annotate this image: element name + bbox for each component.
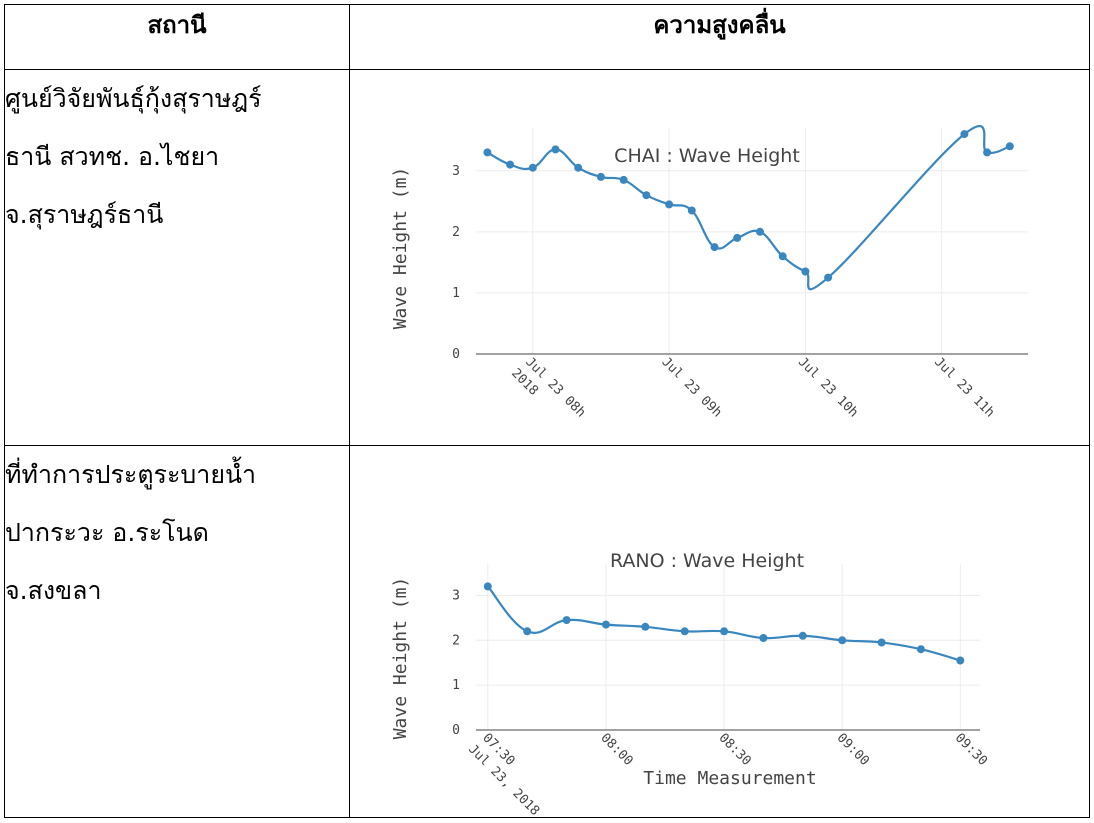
data-point [619,175,628,184]
x-tick-label: 08:30 [716,731,754,769]
y-tick-label: 1 [452,678,460,693]
station-name-line: ปากระวะ อ.ระโนด [5,518,209,547]
station-row: ศูนย์วิจัยพันธุ์กุ้งสุราษฎร์ ธานี สวทช. … [4,69,1090,446]
station-name-line: ศูนย์วิจัยพันธุ์กุ้งสุราษฎร์ [5,84,262,113]
y-tick-label: 2 [452,633,460,648]
data-point [1005,142,1014,151]
y-tick-label: 3 [452,588,460,603]
y-tick-label: 0 [452,347,460,362]
x-tick-text: Jul 23 09h [659,355,725,421]
chart-title: RANO : Wave Height [610,550,804,572]
x-tick-text: 09:00 [834,731,872,769]
data-point [483,582,492,591]
station-name-line: จ.สุราษฎร์ธานี [5,200,164,229]
data-point [983,148,992,157]
y-axis-label: Wave Height (m) [390,577,411,740]
data-point [528,163,537,172]
x-tick-text: 08:00 [597,731,635,769]
y-tick-label: 1 [452,286,460,301]
data-point [574,163,583,172]
data-point [798,631,807,640]
data-point [642,191,651,200]
station-row: ที่ทำการประตูระบายน้ำ ปากระวะ อ.ระโนด จ.… [4,445,1090,818]
station-name-line: ธานี สวทช. อ.ไชยา [5,142,220,171]
data-point [778,252,787,261]
data-point [601,620,610,629]
data-point [960,130,969,139]
data-point [483,148,492,157]
chart-title: CHAI : Wave Height [614,145,800,167]
header-wave-height: ความสูงคลื่น [349,4,1090,70]
station-name-line: ที่ทำการประตูระบายน้ำ [5,460,257,489]
data-point [877,638,886,647]
x-tick-text: 09:30 [952,731,990,769]
data-point [641,622,650,631]
data-point [551,145,560,154]
data-point [710,243,719,252]
data-point [523,627,532,636]
x-axis-label: Time Measurement [643,768,816,789]
station-name: ศูนย์วิจัยพันธุ์กุ้งสุราษฎร์ ธานี สวทช. … [4,69,350,446]
data-point [838,636,847,645]
x-tick-text: Jul 23 11h [931,355,997,421]
chart-cell: 0 1 2 3 Jul 23 08h 2018 Jul 23 09h Jul 23 10h Ju… [349,69,1090,446]
data-point [801,267,810,276]
data-point [733,233,742,242]
data-point [824,273,833,282]
station-name-line: จ.สงขลา [5,576,102,605]
data-point [680,627,689,636]
y-tick-label: 0 [452,723,460,738]
data-point [756,227,764,236]
chart-cell: 0 1 2 3 07:30 Jul 23, 2018 08:00 08:30 09:00 09:3… [349,445,1090,818]
data-point [596,172,605,181]
x-tick-label: 09:00 [834,731,872,769]
data-point [506,160,515,169]
y-tick-label: 3 [452,164,460,179]
data-point [562,616,571,625]
header-row: สถานี ความสูงคลื่น [4,4,1090,70]
data-point [759,634,768,642]
station-name: ที่ทำการประตูระบายน้ำ ปากระวะ อ.ระโนด จ.… [4,445,350,818]
y-tick-label: 2 [452,225,460,240]
header-station: สถานี [4,4,350,70]
x-tick-label: Jul 23 11h [931,355,997,421]
y-axis-label: Wave Height (m) [390,167,411,330]
x-tick-text: Jul 23 10h [795,355,861,421]
x-tick-label: Jul 23 09h [659,355,725,421]
data-point [720,627,729,636]
data-point [956,656,965,665]
data-point [687,206,696,215]
grid [476,564,980,730]
data-point [916,645,925,654]
x-tick-label: 08:00 [597,731,635,769]
x-tick-text: 08:30 [716,731,754,769]
station-table: สถานี ความสูงคลื่น ศูนย์วิจัยพันธุ์กุ้งส… [4,4,1090,818]
data-point [665,200,674,209]
x-tick-label: Jul 23 10h [795,355,861,421]
x-tick-label: 09:30 [952,731,990,769]
